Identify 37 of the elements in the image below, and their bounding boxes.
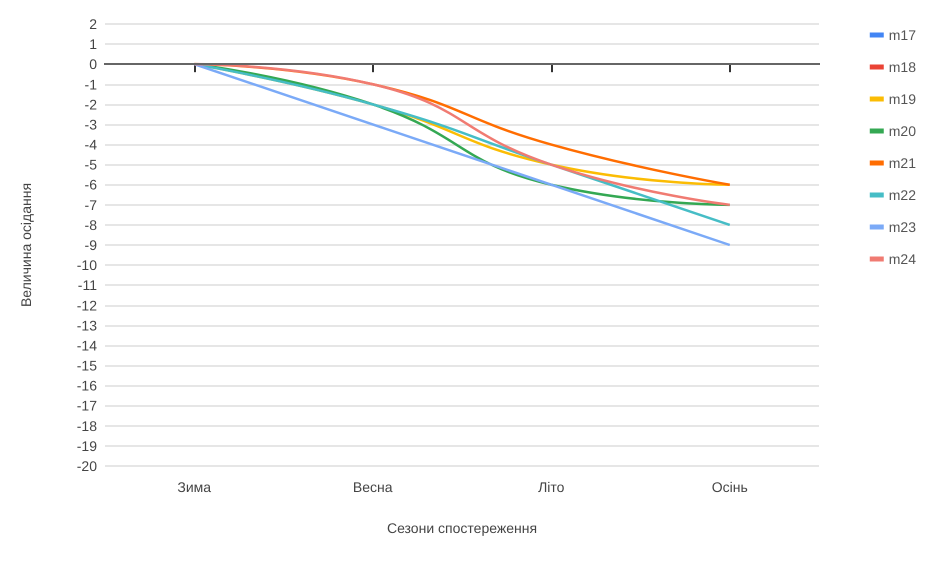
y-tick-label: -11 [78,277,98,294]
y-tick-label: -1 [84,76,98,92]
y-tick-label: -16 [76,378,98,394]
y-tick-label: -20 [76,458,98,474]
legend-label: m22 [888,187,916,203]
y-tick-label: 2 [89,16,98,32]
x-axis-title: Сезони спостереження [386,520,538,536]
y-tick-label: -3 [84,116,98,132]
legend-label: m19 [888,91,916,107]
y-axis-title: Величина осідання [18,182,34,308]
x-tick-label: Осінь [712,479,748,495]
x-tick-label: Весна [352,479,393,495]
y-tick-label: -9 [84,237,98,253]
y-tick-label: -5 [84,156,98,173]
y-tick-label: -7 [84,196,98,213]
legend-label: m20 [888,123,916,139]
y-tick-label: -13 [76,317,98,334]
y-tick-label: -19 [76,438,98,454]
y-tick-label: -10 [76,257,98,274]
y-tick-label: 0 [89,56,98,72]
legend-label: m24 [888,251,916,267]
y-tick-label: -12 [76,297,98,314]
y-tick-label: 1 [89,36,98,52]
y-tick-label: -2 [84,96,98,112]
y-tick-label: -17 [76,398,98,414]
legend-label: m21 [888,155,916,171]
y-tick-label: -4 [84,136,98,153]
x-tick-label: Літо [538,479,565,495]
legend-label: m17 [888,27,916,43]
y-tick-label: -15 [76,358,98,374]
y-tick-label: -18 [76,418,98,434]
legend-label: m23 [888,219,916,235]
y-tick-label: -8 [84,216,98,233]
y-tick-label: -14 [76,337,98,354]
y-tick-label: -6 [84,176,98,193]
x-tick-label: Зима [177,479,212,495]
legend-label: m18 [888,59,916,75]
